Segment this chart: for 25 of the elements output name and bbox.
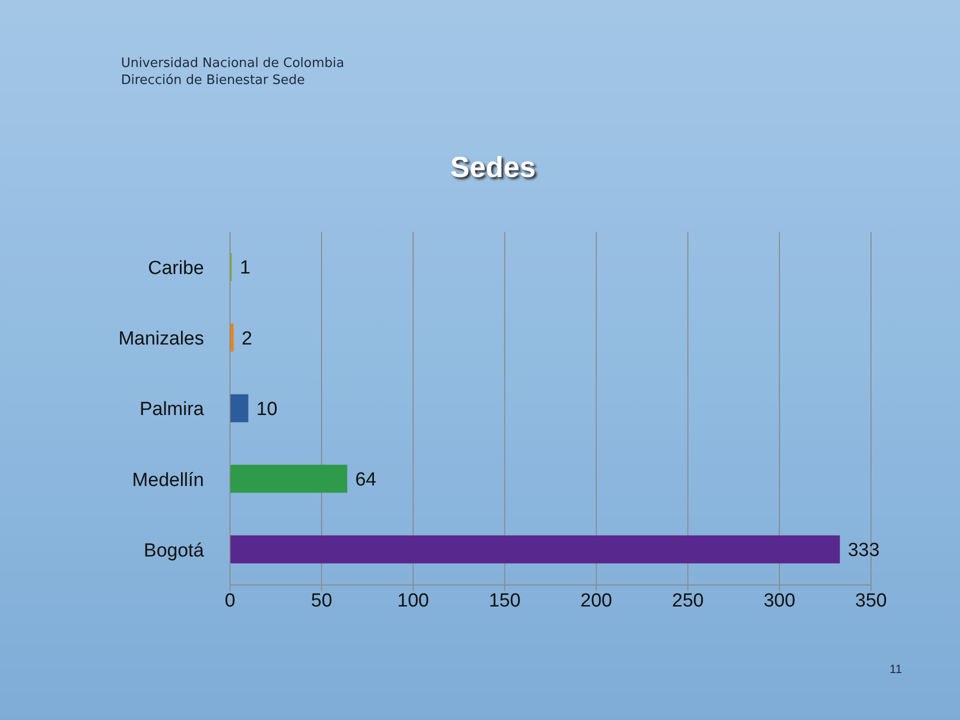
text: Dirección de Bienestar Sede [121, 72, 306, 89]
data-label: 2 [242, 328, 252, 350]
bar [230, 535, 840, 564]
data-label: 333 [848, 540, 880, 562]
x-tick-label: 100 [397, 590, 429, 612]
data-label: 1 [240, 258, 250, 279]
x-tick-label: 250 [672, 590, 704, 612]
y-tick-label: Bogotá [144, 540, 204, 562]
bar [230, 464, 348, 493]
x-tick-label: 150 [488, 590, 521, 612]
bar [230, 394, 248, 422]
x-tick-label: 300 [764, 590, 796, 612]
data-label: 64 [355, 470, 377, 491]
x-tick-label: 50 [311, 590, 332, 612]
x-tick-label: 350 [855, 590, 887, 612]
x-tick-label: 200 [580, 590, 612, 612]
x-tick-label: 0 [224, 590, 236, 612]
y-tick-label: Manizales [118, 328, 204, 350]
y-tick-label: Palmira [140, 399, 204, 420]
text: Universidad Nacional de Colombia [121, 55, 344, 72]
data-label: 10 [256, 398, 278, 420]
text: 11 [890, 662, 902, 676]
chart-title: Sedes [449, 152, 537, 185]
y-tick-label: Caribe [148, 258, 204, 280]
y-tick-label: Medellín [132, 470, 204, 491]
